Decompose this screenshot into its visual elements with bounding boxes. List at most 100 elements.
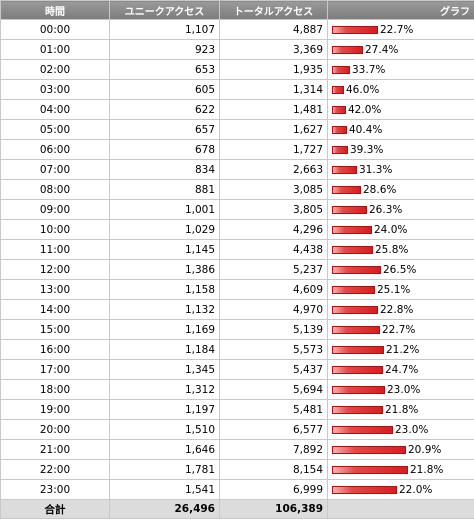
unique-access-cell: 1,001 — [109, 199, 220, 220]
graph-wrap: 39.3% — [332, 141, 470, 159]
unique-access-cell: 1,169 — [109, 319, 220, 340]
access-bar — [332, 65, 350, 74]
graph-cell: 25.8% — [327, 239, 474, 260]
graph-cell: 46.0% — [327, 79, 474, 100]
percent-label: 21.2% — [386, 343, 420, 356]
graph-cell: 22.8% — [327, 299, 474, 320]
total-access-cell: 4,609 — [219, 279, 328, 300]
percent-label: 25.8% — [375, 243, 409, 256]
table-row: 05:00 657 1,627 40.4% — [0, 119, 474, 140]
access-bar — [332, 165, 357, 174]
hour-cell: 05:00 — [0, 119, 110, 140]
access-bar — [332, 45, 363, 54]
graph-wrap: 24.7% — [332, 361, 470, 379]
percent-label: 24.0% — [374, 223, 408, 236]
hour-cell: 14:00 — [0, 299, 110, 320]
unique-access-cell: 1,107 — [109, 19, 220, 40]
table-row: 02:00 653 1,935 33.7% — [0, 59, 474, 80]
unique-access-cell: 1,345 — [109, 359, 220, 380]
graph-wrap: 21.8% — [332, 401, 470, 419]
access-bar — [332, 325, 380, 334]
access-bar — [332, 445, 406, 454]
graph-wrap: 22.0% — [332, 481, 470, 499]
graph-wrap: 27.4% — [332, 41, 470, 59]
graph-cell: 31.3% — [327, 159, 474, 180]
header-hour: 時間 — [0, 0, 110, 20]
unique-access-cell: 1,184 — [109, 339, 220, 360]
graph-cell: 26.5% — [327, 259, 474, 280]
footer-total-label: 合計 — [0, 499, 110, 519]
graph-wrap: 40.4% — [332, 121, 470, 139]
graph-cell: 22.7% — [327, 19, 474, 40]
percent-label: 23.0% — [387, 383, 421, 396]
percent-label: 24.7% — [385, 363, 419, 376]
graph-wrap: 33.7% — [332, 61, 470, 79]
table-row: 21:00 1,646 7,892 20.9% — [0, 439, 474, 460]
total-access-cell: 5,237 — [219, 259, 328, 280]
total-access-cell: 4,887 — [219, 19, 328, 40]
header-graph: グラフ — [327, 0, 474, 20]
percent-label: 22.8% — [380, 303, 414, 316]
access-bar — [332, 365, 383, 374]
graph-wrap: 26.5% — [332, 261, 470, 279]
hour-cell: 08:00 — [0, 179, 110, 200]
table-row: 11:00 1,145 4,438 25.8% — [0, 239, 474, 260]
hour-cell: 21:00 — [0, 439, 110, 460]
access-bar — [332, 125, 347, 134]
percent-label: 28.6% — [363, 183, 397, 196]
table-row: 09:00 1,001 3,805 26.3% — [0, 199, 474, 220]
total-access-cell: 3,805 — [219, 199, 328, 220]
graph-wrap: 28.6% — [332, 181, 470, 199]
graph-cell: 28.6% — [327, 179, 474, 200]
unique-access-cell: 1,158 — [109, 279, 220, 300]
graph-wrap: 31.3% — [332, 161, 470, 179]
unique-access-cell: 1,197 — [109, 399, 220, 420]
percent-label: 25.1% — [377, 283, 411, 296]
total-access-cell: 2,663 — [219, 159, 328, 180]
unique-access-cell: 1,781 — [109, 459, 220, 480]
graph-wrap: 46.0% — [332, 81, 470, 99]
table-row: 04:00 622 1,481 42.0% — [0, 99, 474, 120]
hour-cell: 17:00 — [0, 359, 110, 380]
table-row: 18:00 1,312 5,694 23.0% — [0, 379, 474, 400]
total-access-cell: 4,438 — [219, 239, 328, 260]
hour-cell: 22:00 — [0, 459, 110, 480]
table-row: 00:00 1,107 4,887 22.7% — [0, 19, 474, 40]
graph-wrap: 21.8% — [332, 461, 470, 479]
graph-wrap: 25.1% — [332, 281, 470, 299]
access-bar — [332, 105, 346, 114]
total-access-cell: 5,437 — [219, 359, 328, 380]
access-bar — [332, 225, 372, 234]
graph-wrap: 23.0% — [332, 381, 470, 399]
table-row: 08:00 881 3,085 28.6% — [0, 179, 474, 200]
graph-wrap: 20.9% — [332, 441, 470, 459]
table-row: 17:00 1,345 5,437 24.7% — [0, 359, 474, 380]
access-bar — [332, 465, 408, 474]
hour-cell: 09:00 — [0, 199, 110, 220]
table-row: 15:00 1,169 5,139 22.7% — [0, 319, 474, 340]
graph-cell: 24.0% — [327, 219, 474, 240]
hour-cell: 13:00 — [0, 279, 110, 300]
hour-cell: 18:00 — [0, 379, 110, 400]
total-access-cell: 5,694 — [219, 379, 328, 400]
access-bar — [332, 345, 384, 354]
total-access-cell: 5,139 — [219, 319, 328, 340]
footer-graph-cell — [327, 499, 474, 519]
percent-label: 39.3% — [350, 143, 384, 156]
graph-wrap: 25.8% — [332, 241, 470, 259]
percent-label: 21.8% — [385, 403, 419, 416]
hour-cell: 02:00 — [0, 59, 110, 80]
total-access-cell: 1,727 — [219, 139, 328, 160]
percent-label: 27.4% — [365, 43, 399, 56]
percent-label: 42.0% — [348, 103, 382, 116]
table-row: 07:00 834 2,663 31.3% — [0, 159, 474, 180]
unique-access-cell: 622 — [109, 99, 220, 120]
unique-access-cell: 1,132 — [109, 299, 220, 320]
access-bar — [332, 425, 393, 434]
graph-cell: 21.2% — [327, 339, 474, 360]
header-unique-access: ユニークアクセス — [109, 0, 220, 20]
graph-cell: 22.7% — [327, 319, 474, 340]
hour-cell: 07:00 — [0, 159, 110, 180]
total-access-cell: 1,481 — [219, 99, 328, 120]
